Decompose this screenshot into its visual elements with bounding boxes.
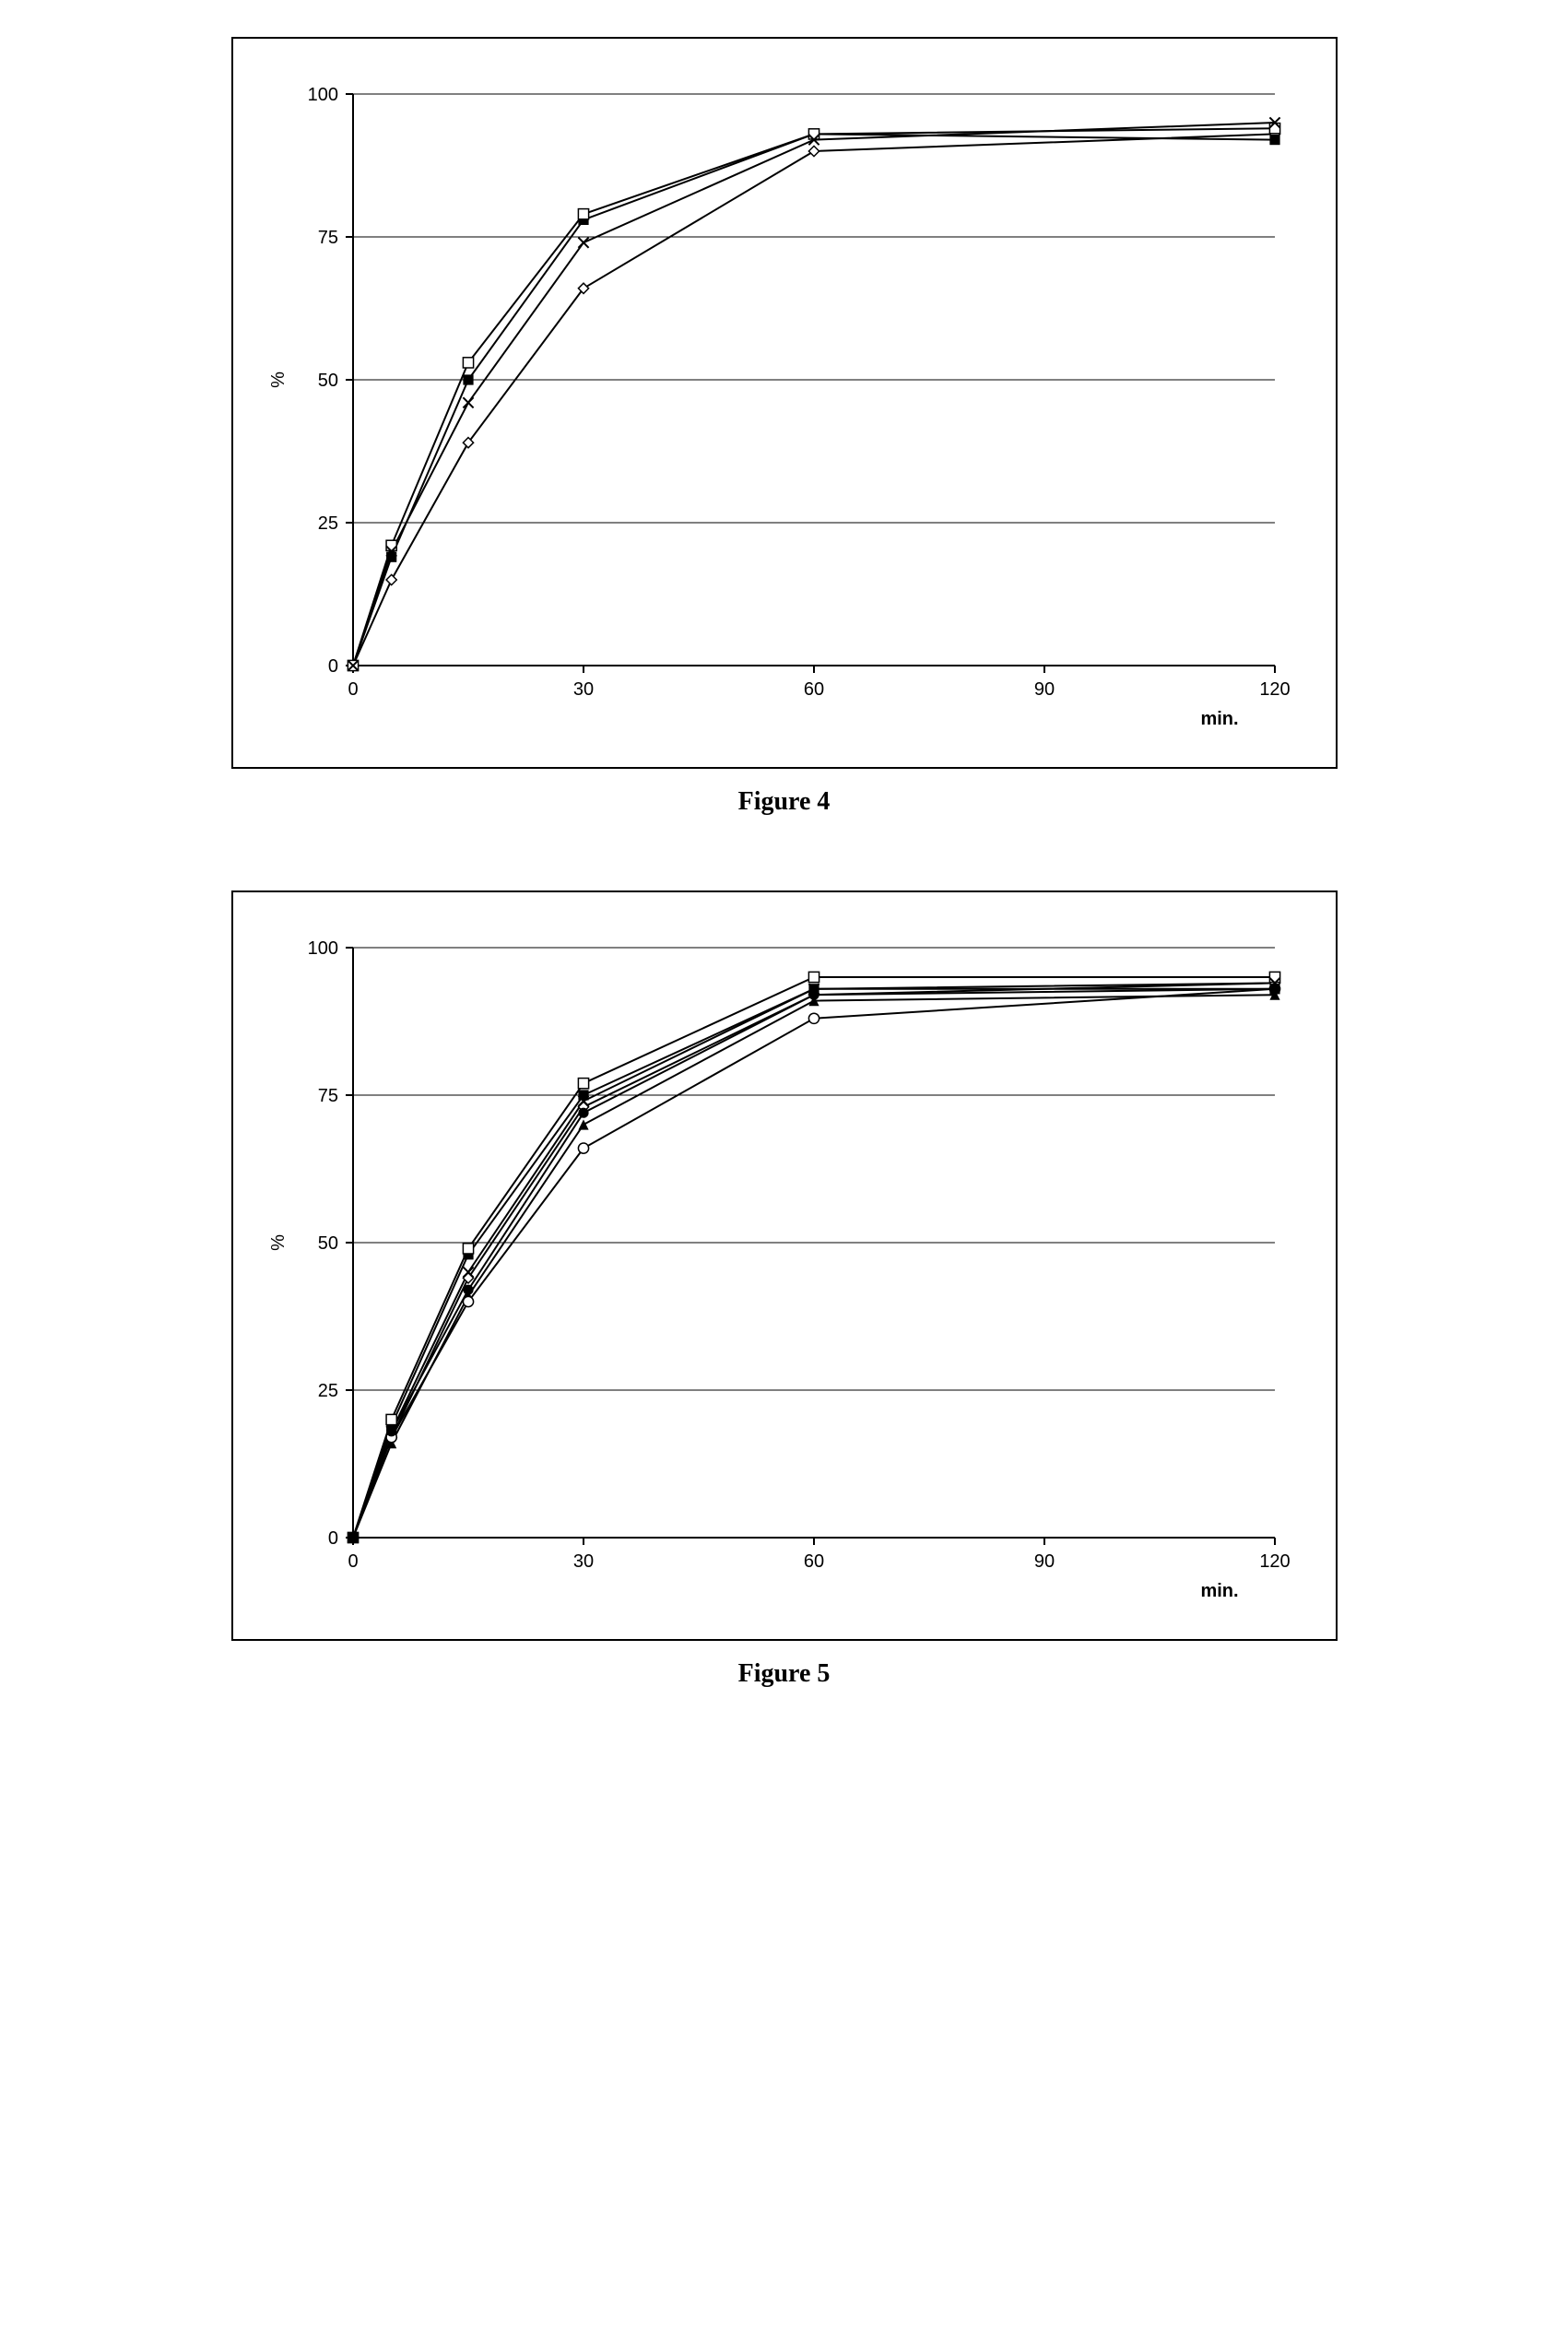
figure-4-frame: 0 25 50 75 100 0 30 60 90 120% min.: [231, 37, 1338, 769]
svg-text:30: 30: [572, 679, 593, 700]
svg-text:120: 120: [1259, 1551, 1290, 1572]
svg-text:0: 0: [327, 1528, 337, 1549]
figure-5-container: 0 25 50 75 100 0 30 60 90 120% min. Figure 5: [231, 890, 1338, 1689]
svg-text:min.: min.: [1200, 1581, 1238, 1601]
svg-text:0: 0: [327, 656, 337, 677]
figure-5-chart: 0 25 50 75 100 0 30 60 90 120% min.: [261, 920, 1312, 1621]
figure-5-caption: Figure 5: [231, 1659, 1338, 1689]
figure-5-frame: 0 25 50 75 100 0 30 60 90 120% min.: [231, 890, 1338, 1641]
svg-text:30: 30: [572, 1551, 593, 1572]
svg-text:75: 75: [317, 1086, 337, 1106]
svg-text:0: 0: [348, 1551, 358, 1572]
figure-4-container: 0 25 50 75 100 0 30 60 90 120% min. Figure 4: [231, 37, 1338, 817]
svg-text:min.: min.: [1200, 709, 1238, 729]
svg-text:100: 100: [307, 85, 337, 105]
svg-text:75: 75: [317, 228, 337, 248]
svg-text:%: %: [268, 371, 289, 388]
svg-text:100: 100: [307, 938, 337, 959]
svg-text:90: 90: [1033, 1551, 1054, 1572]
svg-text:25: 25: [317, 1381, 337, 1401]
svg-text:60: 60: [803, 679, 823, 700]
svg-text:50: 50: [317, 1233, 337, 1254]
svg-text:25: 25: [317, 513, 337, 534]
svg-text:90: 90: [1033, 679, 1054, 700]
svg-text:0: 0: [348, 679, 358, 700]
svg-text:50: 50: [317, 371, 337, 391]
svg-text:120: 120: [1259, 679, 1290, 700]
figure-4-caption: Figure 4: [231, 787, 1338, 817]
svg-text:%: %: [268, 1234, 289, 1251]
svg-text:60: 60: [803, 1551, 823, 1572]
figure-4-chart: 0 25 50 75 100 0 30 60 90 120% min.: [261, 66, 1312, 749]
